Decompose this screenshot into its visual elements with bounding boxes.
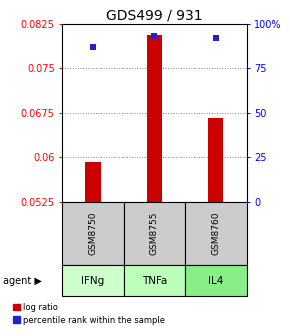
- Bar: [185, 265, 246, 296]
- Bar: [62, 202, 124, 265]
- Text: GSM8760: GSM8760: [211, 212, 220, 255]
- Bar: [62, 265, 124, 296]
- Bar: [185, 202, 246, 265]
- Text: TNFa: TNFa: [142, 276, 167, 286]
- Bar: [85, 162, 101, 202]
- Text: IFNg: IFNg: [81, 276, 105, 286]
- Text: GSM8755: GSM8755: [150, 212, 159, 255]
- Bar: [208, 119, 224, 202]
- Text: GSM8750: GSM8750: [88, 212, 97, 255]
- Bar: [147, 35, 162, 202]
- Bar: [124, 202, 185, 265]
- Bar: [124, 265, 185, 296]
- Text: IL4: IL4: [208, 276, 224, 286]
- Title: GDS499 / 931: GDS499 / 931: [106, 8, 203, 23]
- Text: agent ▶: agent ▶: [3, 276, 42, 286]
- Legend: log ratio, percentile rank within the sample: log ratio, percentile rank within the sa…: [13, 303, 165, 325]
